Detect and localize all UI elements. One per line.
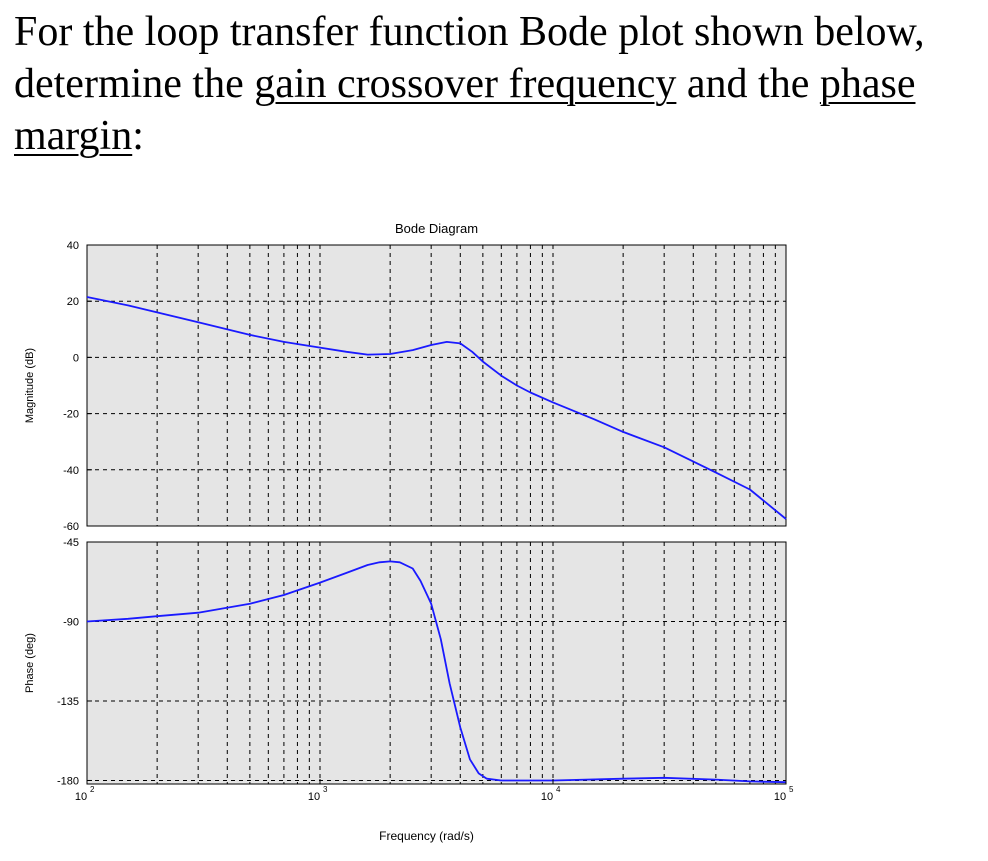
phase-ytick-label: -90 <box>63 616 79 628</box>
xtick-exponent: 4 <box>556 785 561 794</box>
question-text: For the loop transfer function Bode plot… <box>14 6 974 162</box>
magnitude-axes-frame <box>86 244 787 527</box>
magnitude-ytick-label: 0 <box>73 352 79 364</box>
phase-curve <box>86 560 787 784</box>
question-part-1: For the loop transfer function Bode plot… <box>14 9 925 107</box>
xtick-base: 10 <box>541 791 553 803</box>
question-term-phase-margin: phase margin <box>14 61 916 159</box>
xtick-exponent: 2 <box>90 785 95 794</box>
magnitude-ytick-label: -20 <box>63 409 79 421</box>
xtick-base: 10 <box>308 791 320 803</box>
xtick-exponent: 5 <box>789 785 794 794</box>
question-term-gain-crossover: gain crossover frequency <box>254 61 677 107</box>
xtick-base: 10 <box>774 791 786 803</box>
xtick-exponent: 3 <box>323 785 328 794</box>
xtick-base: 10 <box>75 791 87 803</box>
question-part-2: and the <box>676 61 820 107</box>
phase-ylabel: Phase (deg) <box>24 633 36 693</box>
magnitude-ytick-label: -60 <box>63 521 79 533</box>
magnitude-ytick-label: 40 <box>67 240 79 252</box>
magnitude-curve <box>86 296 787 520</box>
phase-axes-frame <box>86 541 787 785</box>
phase-ytick-label: -180 <box>57 775 79 787</box>
phase-ytick-label: -135 <box>57 696 79 708</box>
question-part-3: : <box>132 113 144 159</box>
chart-title: Bode Diagram <box>395 221 478 236</box>
phase-ytick-label: -45 <box>63 537 79 549</box>
magnitude-ytick-label: -40 <box>63 465 79 477</box>
phase-plot-background <box>87 542 786 784</box>
magnitude-plot-background <box>87 245 786 526</box>
magnitude-ylabel: Magnitude (dB) <box>24 348 36 423</box>
x-axis-label: Frequency (rad/s) <box>379 829 474 843</box>
magnitude-ytick-label: 20 <box>67 296 79 308</box>
